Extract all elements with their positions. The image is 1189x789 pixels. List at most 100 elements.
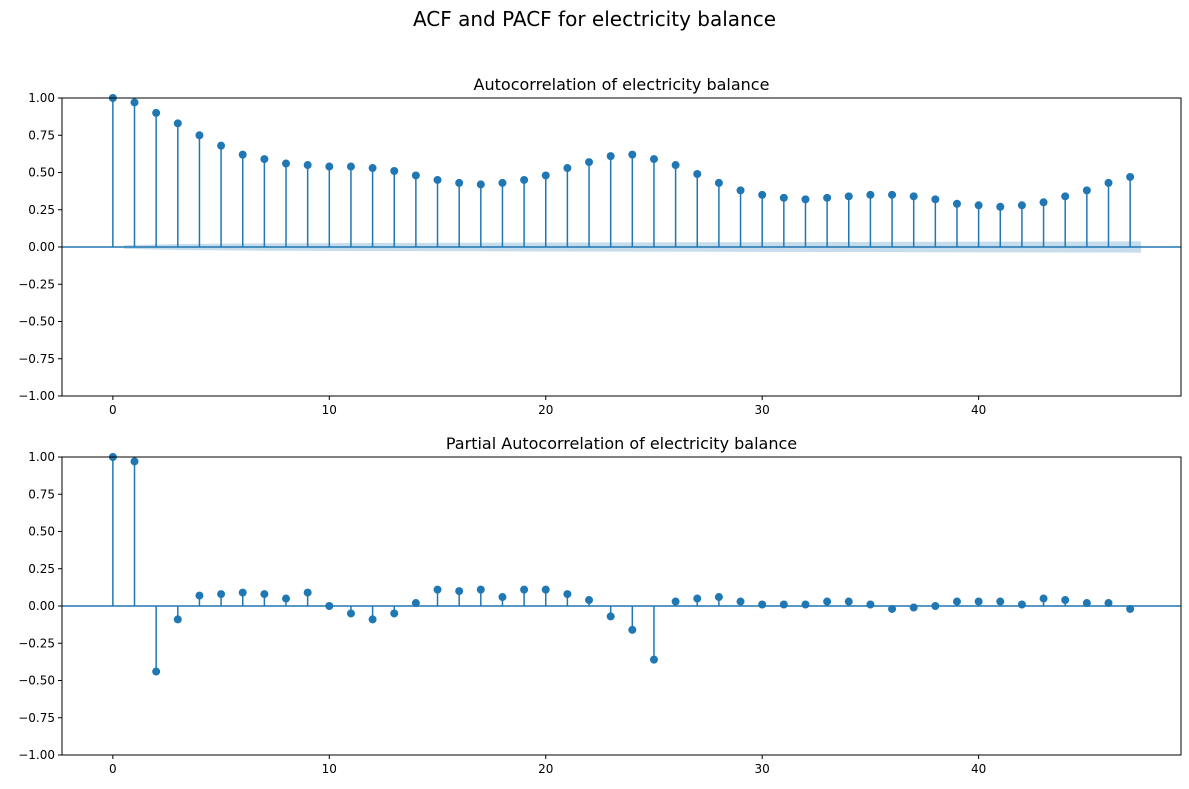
pacf-marker xyxy=(866,600,875,609)
pacf-marker xyxy=(130,457,139,466)
pacf-marker xyxy=(628,625,637,634)
pacf-marker xyxy=(996,597,1005,606)
acf-x-tick-label: 30 xyxy=(755,403,770,417)
acf-marker xyxy=(866,190,875,199)
acf-x-tick-label: 10 xyxy=(322,403,337,417)
acf-marker xyxy=(303,161,312,170)
acf-marker xyxy=(433,175,442,184)
acf-marker xyxy=(260,155,269,164)
acf-marker xyxy=(996,202,1005,211)
acf-marker xyxy=(130,98,139,107)
pacf-marker xyxy=(649,655,658,664)
pacf-x-tick-label: 30 xyxy=(755,762,770,776)
acf-axes: Autocorrelation of electricity balance 1… xyxy=(18,75,1182,417)
pacf-marker xyxy=(714,593,723,602)
acf-y-tick-label: 0.00 xyxy=(28,240,55,254)
pacf-y-tick-label: 0.25 xyxy=(28,562,55,576)
acf-marker xyxy=(693,169,702,178)
pacf-marker xyxy=(173,615,182,624)
pacf-marker xyxy=(1104,599,1113,608)
pacf-marker xyxy=(1126,604,1135,613)
pacf-y-tick-label: −0.25 xyxy=(18,636,55,650)
acf-markers xyxy=(108,94,1135,211)
pacf-marker xyxy=(541,585,550,594)
acf-marker xyxy=(801,195,810,204)
pacf-stems xyxy=(112,457,1131,672)
acf-y-ticks: 1.00 0.75 0.50 0.25 0.00 −0.25 −0.50 −0.75 −1.00 xyxy=(18,91,62,403)
pacf-marker xyxy=(585,596,594,605)
pacf-y-tick-label: −0.75 xyxy=(18,711,55,725)
acf-y-tick-label: 0.50 xyxy=(28,166,55,180)
acf-stems xyxy=(112,98,1131,247)
pacf-marker xyxy=(346,609,355,618)
acf-x-tick-label: 20 xyxy=(538,403,553,417)
acf-y-tick-label: −1.00 xyxy=(18,389,55,403)
figure-title: ACF and PACF for electricity balance xyxy=(413,7,776,31)
pacf-marker xyxy=(606,612,615,621)
acf-marker xyxy=(346,162,355,171)
acf-y-tick-label: 1.00 xyxy=(28,91,55,105)
pacf-marker xyxy=(282,594,291,603)
acf-marker xyxy=(606,152,615,161)
acf-marker xyxy=(714,178,723,187)
acf-marker xyxy=(563,164,572,173)
pacf-marker xyxy=(779,600,788,609)
pacf-marker xyxy=(844,597,853,606)
acf-marker xyxy=(455,178,464,187)
acf-y-tick-label: −0.50 xyxy=(18,315,55,329)
pacf-marker xyxy=(303,588,312,597)
pacf-marker xyxy=(1039,594,1048,603)
acf-plot-frame xyxy=(61,97,1182,397)
acf-y-tick-label: 0.75 xyxy=(28,128,55,142)
acf-marker xyxy=(736,186,745,195)
acf-marker xyxy=(1126,172,1135,181)
acf-marker xyxy=(1082,186,1091,195)
acf-marker xyxy=(779,193,788,202)
acf-marker xyxy=(909,192,918,201)
acf-marker xyxy=(476,180,485,189)
acf-marker xyxy=(217,141,226,150)
pacf-marker xyxy=(736,597,745,606)
acf-y-tick-label: −0.25 xyxy=(18,277,55,291)
pacf-marker xyxy=(217,590,226,599)
pacf-y-tick-label: 0.50 xyxy=(28,525,55,539)
pacf-x-tick-label: 0 xyxy=(109,762,117,776)
acf-marker xyxy=(952,199,961,208)
pacf-marker xyxy=(433,585,442,594)
pacf-marker xyxy=(563,590,572,599)
acf-marker xyxy=(1104,178,1113,187)
pacf-x-tick-label: 20 xyxy=(538,762,553,776)
acf-marker xyxy=(628,150,637,159)
pacf-y-tick-label: 0.00 xyxy=(28,599,55,613)
pacf-x-ticks: 0 10 20 30 40 xyxy=(109,755,986,776)
pacf-marker xyxy=(455,587,464,596)
acf-marker xyxy=(1061,192,1070,201)
pacf-marker xyxy=(1017,600,1026,609)
pacf-y-tick-label: 1.00 xyxy=(28,450,55,464)
pacf-marker xyxy=(1061,596,1070,605)
pacf-title: Partial Autocorrelation of electricity b… xyxy=(446,434,797,453)
acf-marker xyxy=(823,193,832,202)
acf-marker xyxy=(325,162,334,171)
acf-marker xyxy=(541,171,550,180)
acf-marker xyxy=(974,201,983,210)
pacf-marker xyxy=(801,600,810,609)
pacf-marker xyxy=(238,588,247,597)
pacf-marker xyxy=(368,615,377,624)
pacf-marker xyxy=(671,597,680,606)
pacf-axes: Partial Autocorrelation of electricity b… xyxy=(18,434,1182,776)
acf-marker xyxy=(649,155,658,164)
pacf-marker xyxy=(888,604,897,613)
acf-marker xyxy=(671,161,680,170)
acf-marker xyxy=(173,119,182,128)
acf-marker xyxy=(238,150,247,159)
pacf-marker xyxy=(476,585,485,594)
pacf-marker xyxy=(195,591,204,600)
acf-title: Autocorrelation of electricity balance xyxy=(474,75,770,94)
pacf-marker xyxy=(411,599,420,608)
acf-marker xyxy=(152,108,161,117)
pacf-marker xyxy=(758,600,767,609)
pacf-plot-frame xyxy=(61,456,1182,756)
acf-marker xyxy=(195,131,204,140)
